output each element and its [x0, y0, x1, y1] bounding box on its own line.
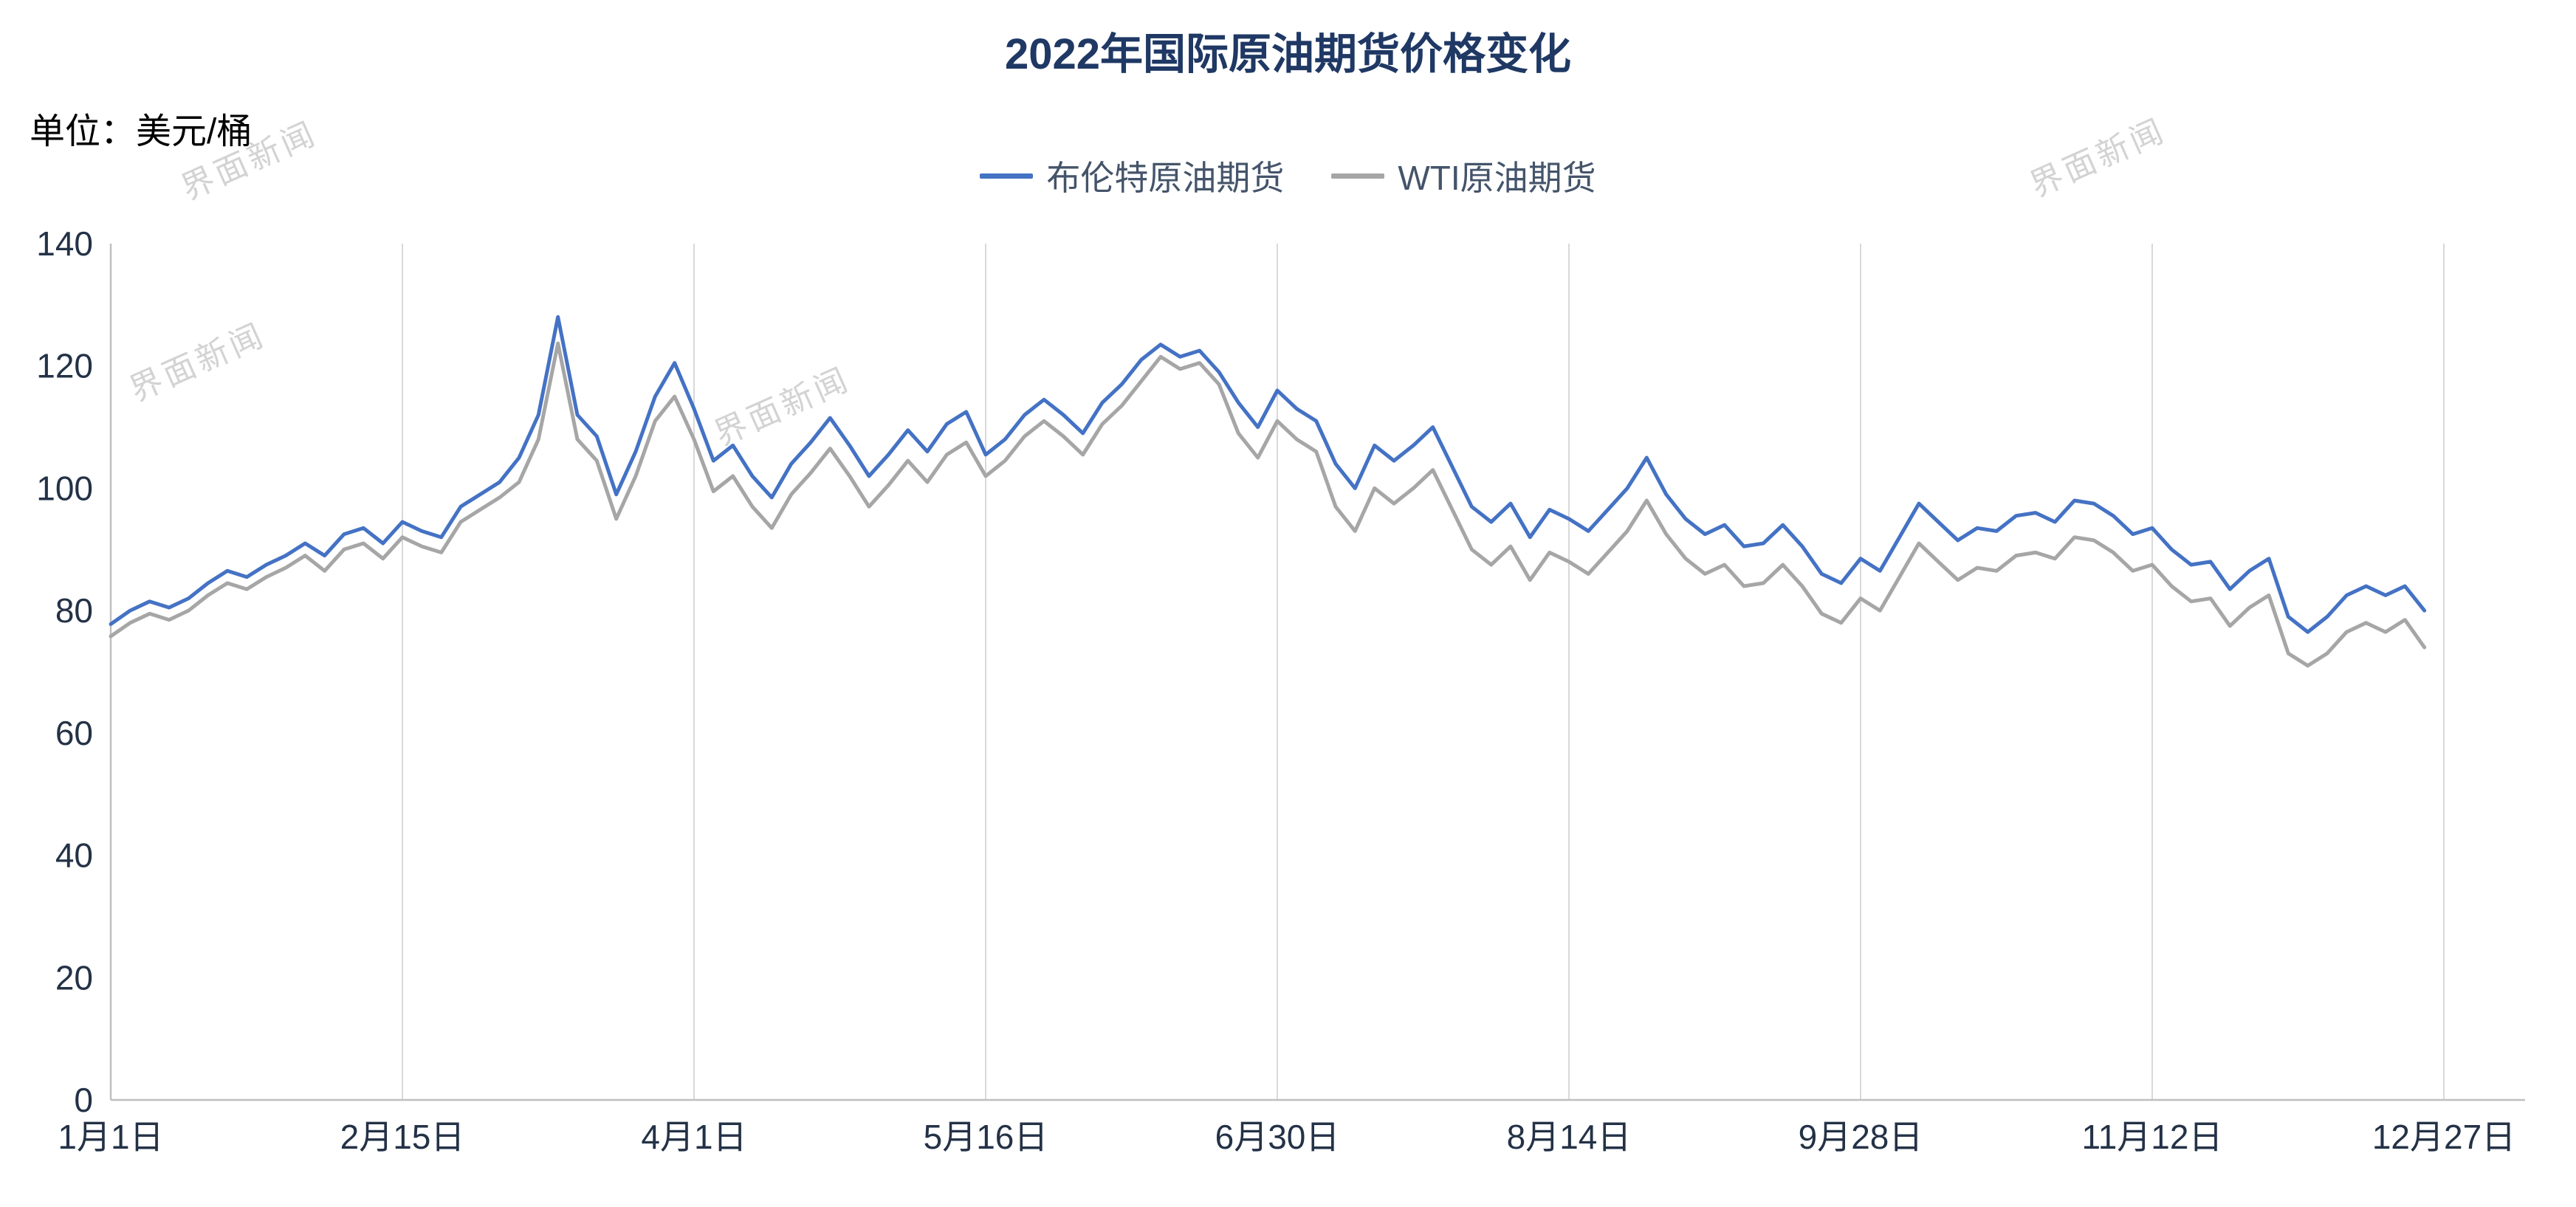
y-axis-tick-label: 80: [55, 591, 93, 630]
x-axis-tick-label: 12月27日: [2372, 1118, 2515, 1156]
y-axis-tick-label: 100: [36, 469, 93, 507]
x-axis-tick-label: 9月28日: [1799, 1118, 1923, 1156]
y-axis-tick-label: 40: [55, 836, 93, 875]
legend-swatch: [1331, 173, 1385, 179]
series-line-wti: [109, 341, 2427, 668]
legend-item-wti: WTI原油期货: [1331, 151, 1596, 200]
legend-item-brent: 布伦特原油期货: [980, 151, 1284, 200]
x-axis-tick-label: 1月1日: [58, 1118, 163, 1156]
y-axis-tick-label: 120: [36, 347, 93, 385]
series-line-brent: [109, 314, 2427, 634]
legend-swatch: [980, 173, 1034, 179]
unit-label: 单位：美元/桶: [30, 112, 253, 151]
x-axis-tick-label: 6月30日: [1215, 1118, 1340, 1156]
legend-label: WTI原油期货: [1398, 159, 1596, 197]
x-axis-tick-label: 8月14日: [1507, 1118, 1632, 1156]
y-axis-tick-label: 60: [55, 714, 93, 752]
x-axis-tick-label: 11月12日: [2082, 1118, 2223, 1156]
x-axis-tick-label: 5月16日: [924, 1118, 1048, 1156]
page-title: 2022年国际原油期货价格变化: [1004, 30, 1572, 78]
legend-label: 布伦特原油期货: [1046, 159, 1285, 197]
x-axis-tick-label: 2月15日: [340, 1118, 465, 1156]
y-axis-tick-label: 140: [36, 224, 93, 263]
legend: 布伦特原油期货 WTI原油期货: [0, 151, 2576, 200]
y-axis-tick-label: 0: [74, 1081, 93, 1119]
x-axis-tick-label: 4月1日: [641, 1118, 746, 1156]
y-axis-tick-label: 20: [55, 958, 93, 997]
